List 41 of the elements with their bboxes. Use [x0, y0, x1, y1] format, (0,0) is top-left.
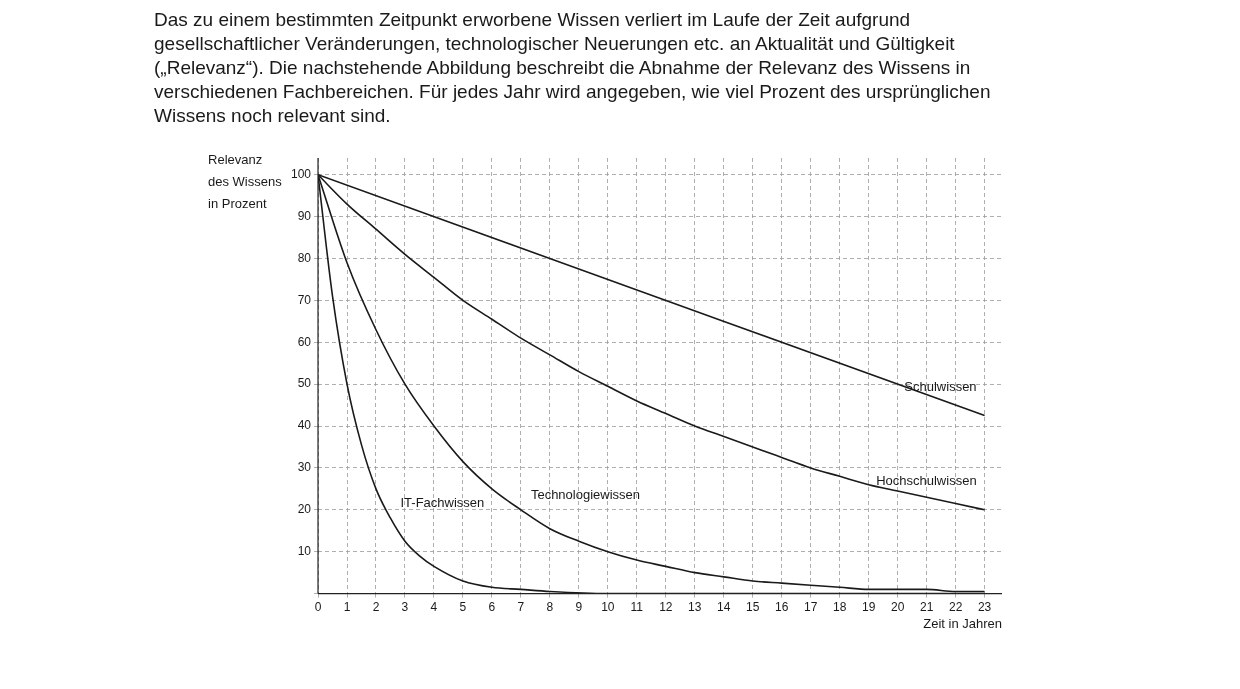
- x-tick-label: 17: [804, 600, 818, 615]
- x-tick-label: 16: [775, 600, 789, 615]
- x-tick-label: 10: [601, 600, 615, 615]
- x-tick-label: 4: [430, 600, 438, 615]
- x-tick-label: 1: [343, 600, 351, 615]
- y-tick-label: 70: [297, 292, 312, 307]
- x-tick-label: 19: [862, 600, 876, 615]
- x-tick-label: 0: [314, 600, 322, 615]
- x-axis-title: Zeit in Jahren: [923, 615, 1002, 631]
- x-tick-label: 13: [688, 600, 702, 615]
- y-tick-label: 40: [297, 418, 312, 433]
- x-tick-label: 6: [488, 600, 496, 615]
- y-tick-label: 80: [297, 250, 312, 265]
- x-tick-label: 12: [659, 600, 673, 615]
- y-tick-label: 10: [297, 544, 312, 559]
- x-tick-label: 21: [919, 600, 934, 615]
- y-tick-label: 50: [297, 376, 312, 391]
- y-tick-label: 60: [297, 334, 312, 349]
- x-tick-label: 3: [401, 600, 409, 615]
- series-label: IT-Fachwissen: [400, 495, 485, 511]
- series-label: Schulwissen: [904, 378, 977, 394]
- y-tick-label: 90: [297, 208, 312, 223]
- y-tick-label: 100: [290, 167, 312, 182]
- x-tick-label: 2: [372, 600, 380, 615]
- y-tick-label: 30: [297, 460, 312, 475]
- x-tick-label: 9: [575, 600, 583, 615]
- x-tick-label: 20: [890, 600, 905, 615]
- x-tick-label: 8: [546, 600, 554, 615]
- x-tick-label: 18: [833, 600, 847, 615]
- x-tick-label: 5: [459, 600, 467, 615]
- x-tick-label: 23: [977, 600, 992, 615]
- x-tick-label: 11: [630, 600, 644, 615]
- x-tick-label: 7: [517, 600, 525, 615]
- series-label: Technologiewissen: [530, 486, 641, 502]
- y-tick-label: 20: [297, 502, 312, 517]
- series-label: Hochschulwissen: [876, 472, 977, 488]
- x-tick-label: 15: [746, 600, 760, 615]
- chart-title: Das zu einem bestimmten Zeitpunkt erworbene Wissen verliert im Laufe der Zeit aufgrund gesellschaftlicher Veränderungen, technologischer Neuerungen etc. an Aktualität und Gültigkeit („Relevanz“). Die nachstehende Abbildung beschreibt die Abnahme der Relevanz des Wissens in verschiedenen Fachbereichen. Für jedes Jahr wird angegeben, wie viel Prozent des ursprünglichen Wissens noch relevant sind.: [154, 8, 992, 128]
- x-tick-label: 14: [717, 600, 731, 615]
- y-axis-title: Relevanz des Wissens in Prozent: [208, 152, 283, 212]
- x-tick-label: 22: [948, 600, 963, 615]
